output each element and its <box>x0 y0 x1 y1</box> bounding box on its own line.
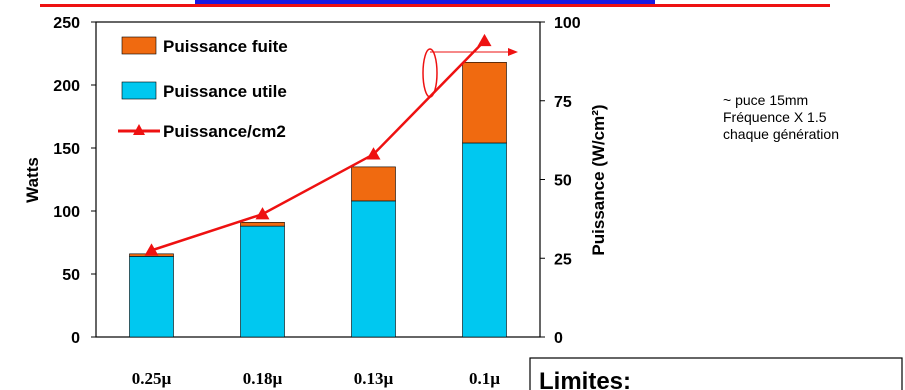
legend-label-fuite: Puissance fuite <box>163 37 288 56</box>
line-point <box>255 207 270 220</box>
y-axis-right: 0 25 50 75 100 <box>540 15 581 347</box>
x-tick-label: 0.1µ <box>469 369 500 388</box>
header-strip <box>40 0 830 7</box>
bar-fuite <box>462 62 507 144</box>
highlight-arrow-head <box>508 48 518 56</box>
x-tick-label: 0.13µ <box>354 369 394 388</box>
y2-tick-label: 50 <box>554 173 572 190</box>
line-point <box>366 147 381 160</box>
legend-swatch-utile <box>121 81 157 100</box>
legend: Puissance fuite Puissance utile Puissanc… <box>118 36 288 141</box>
line-power-density <box>151 40 486 252</box>
highlight-annotation <box>422 48 518 98</box>
legend-marker-cm2 <box>133 124 145 135</box>
header-strip-line-top <box>195 0 655 4</box>
y2-axis-title: Puissance (W/cm²) <box>589 104 608 255</box>
y-axis-left: 0 50 100 150 200 250 <box>53 15 96 347</box>
legend-label-utile: Puissance utile <box>163 82 287 101</box>
bar-utile <box>240 225 285 338</box>
y2-tick-label: 100 <box>554 15 581 32</box>
limits-box-frame <box>529 357 903 390</box>
bar-utile <box>351 200 396 338</box>
y-tick-label: 250 <box>53 15 80 32</box>
y-tick-label: 50 <box>62 267 80 284</box>
legend-swatch-fuite <box>121 36 157 55</box>
limits-box: Limites: <box>529 357 903 390</box>
y2-tick-label: 25 <box>554 251 572 268</box>
bar-fuite <box>351 166 396 202</box>
note-line-3: chaque génération <box>723 126 839 142</box>
line-series <box>144 33 492 256</box>
header-strip-line <box>40 4 830 7</box>
side-note: ~ puce 15mm Fréquence X 1.5 chaque génér… <box>723 92 839 142</box>
line-point <box>477 33 492 47</box>
x-axis: 0.25µ 0.18µ 0.13µ 0.1µ <box>132 369 501 388</box>
note-line-2: Fréquence X 1.5 <box>723 109 827 125</box>
y-tick-label: 150 <box>53 141 80 158</box>
x-tick-label: 0.18µ <box>243 369 283 388</box>
y-tick-label: 200 <box>53 78 80 95</box>
limits-box-title: Limites: <box>539 368 631 390</box>
legend-label-cm2: Puissance/cm2 <box>163 122 286 141</box>
x-tick-label: 0.25µ <box>132 369 172 388</box>
y-tick-label: 0 <box>71 330 80 347</box>
bar-utile <box>462 142 507 338</box>
bar-fuite <box>240 222 285 227</box>
bar-utile <box>129 256 174 338</box>
bar-group <box>129 62 507 338</box>
y2-tick-label: 75 <box>554 94 572 111</box>
note-line-1: ~ puce 15mm <box>723 92 808 108</box>
y-axis-title: Watts <box>23 157 42 203</box>
line-point <box>144 243 159 256</box>
y2-tick-label: 0 <box>554 330 563 347</box>
y-tick-label: 100 <box>53 204 80 221</box>
highlight-ellipse <box>422 48 438 98</box>
